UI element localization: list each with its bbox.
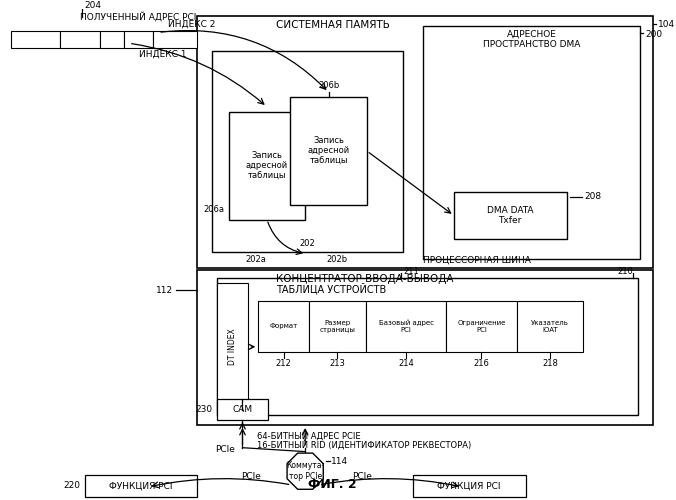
Text: Базовый адрес
PCI: Базовый адрес PCI (379, 320, 433, 333)
Text: DMA DATA
Txfer: DMA DATA Txfer (487, 206, 533, 226)
FancyBboxPatch shape (217, 283, 248, 410)
Text: 206b: 206b (318, 81, 339, 90)
Text: 212: 212 (276, 359, 291, 368)
FancyBboxPatch shape (217, 278, 638, 415)
Text: Указатель
IOAT: Указатель IOAT (531, 320, 569, 333)
Polygon shape (287, 453, 323, 490)
Text: 213: 213 (330, 359, 345, 368)
Text: ПОЛУЧЕННЫЙ АДРЕС PCI: ПОЛУЧЕННЫЙ АДРЕС PCI (80, 12, 196, 22)
FancyBboxPatch shape (258, 301, 309, 352)
Text: 230: 230 (195, 405, 212, 414)
Text: 208: 208 (584, 192, 602, 202)
Text: 218: 218 (542, 359, 558, 368)
Text: ФУНКЦИЯ PCI: ФУНКЦИЯ PCI (109, 482, 172, 490)
Text: 112: 112 (156, 286, 173, 294)
Text: 104: 104 (658, 20, 675, 28)
Text: 200: 200 (645, 30, 662, 38)
Text: 204: 204 (84, 0, 102, 10)
FancyBboxPatch shape (153, 30, 197, 48)
Text: 220: 220 (63, 482, 80, 490)
Text: КОНЦЕНТРАТОР ВВОДА-ВЫВОДА: КОНЦЕНТРАТОР ВВОДА-ВЫВОДА (276, 274, 454, 284)
Text: Размер
страницы: Размер страницы (320, 320, 356, 333)
Text: 210: 210 (617, 268, 633, 276)
Text: CAM: CAM (233, 405, 253, 414)
Text: 206a: 206a (203, 205, 224, 214)
Text: 202: 202 (299, 239, 315, 248)
Text: Ограничение
PCI: Ограничение PCI (457, 320, 506, 333)
FancyBboxPatch shape (60, 30, 99, 48)
FancyBboxPatch shape (217, 398, 268, 420)
Text: 114: 114 (331, 457, 347, 466)
FancyBboxPatch shape (366, 301, 446, 352)
Text: Запись
адресной
таблицы: Запись адресной таблицы (246, 151, 288, 180)
FancyBboxPatch shape (212, 51, 403, 252)
FancyBboxPatch shape (454, 192, 566, 239)
Text: ФИГ. 2: ФИГ. 2 (308, 478, 357, 491)
FancyBboxPatch shape (84, 475, 197, 496)
Text: 64-БИТНЫЙ АДРЕС PCIE: 64-БИТНЫЙ АДРЕС PCIE (257, 431, 361, 441)
Text: PCIe: PCIe (215, 445, 235, 454)
FancyBboxPatch shape (291, 97, 367, 205)
Text: ФУНКЦИЯ PCI: ФУНКЦИЯ PCI (437, 482, 500, 490)
Text: 216: 216 (473, 359, 489, 368)
Text: 202a: 202a (246, 255, 266, 264)
Text: Запись
адресной
таблицы: Запись адресной таблицы (308, 136, 349, 166)
FancyBboxPatch shape (197, 16, 653, 268)
Text: DT INDEX: DT INDEX (228, 328, 237, 365)
Text: 16-БИТНЫЙ RID (ИДЕНТИФИКАТОР РЕКВЕСТОРА): 16-БИТНЫЙ RID (ИДЕНТИФИКАТОР РЕКВЕСТОРА) (257, 440, 471, 450)
FancyBboxPatch shape (228, 112, 305, 220)
FancyBboxPatch shape (11, 30, 60, 48)
Text: ИНДЕКС 2: ИНДЕКС 2 (168, 20, 216, 28)
Text: ПРОЦЕССОРНАЯ ШИНА: ПРОЦЕССОРНАЯ ШИНА (422, 255, 531, 264)
FancyBboxPatch shape (422, 26, 640, 258)
Text: 211: 211 (403, 268, 419, 276)
Text: PCIe: PCIe (241, 472, 261, 480)
Text: PCIe: PCIe (352, 472, 372, 480)
Text: АДРЕСНОЕ
ПРОСТРАНСТВО DMA: АДРЕСНОЕ ПРОСТРАНСТВО DMA (483, 30, 580, 49)
FancyBboxPatch shape (124, 30, 153, 48)
Text: ИНДЕКС 1: ИНДЕКС 1 (139, 50, 186, 59)
Text: 214: 214 (398, 359, 414, 368)
FancyBboxPatch shape (413, 475, 525, 496)
Text: Коммута-
тор PCIe: Коммута- тор PCIe (286, 462, 324, 481)
FancyBboxPatch shape (516, 301, 583, 352)
FancyBboxPatch shape (446, 301, 516, 352)
FancyBboxPatch shape (309, 301, 366, 352)
Text: СИСТЕМНАЯ ПАМЯТЬ: СИСТЕМНАЯ ПАМЯТЬ (276, 20, 389, 30)
Text: 202b: 202b (326, 255, 347, 264)
FancyBboxPatch shape (197, 270, 653, 425)
Text: ТАБЛИЦА УСТРОЙСТВ: ТАБЛИЦА УСТРОЙСТВ (276, 282, 386, 294)
FancyBboxPatch shape (99, 30, 124, 48)
Text: Формат: Формат (270, 324, 297, 330)
